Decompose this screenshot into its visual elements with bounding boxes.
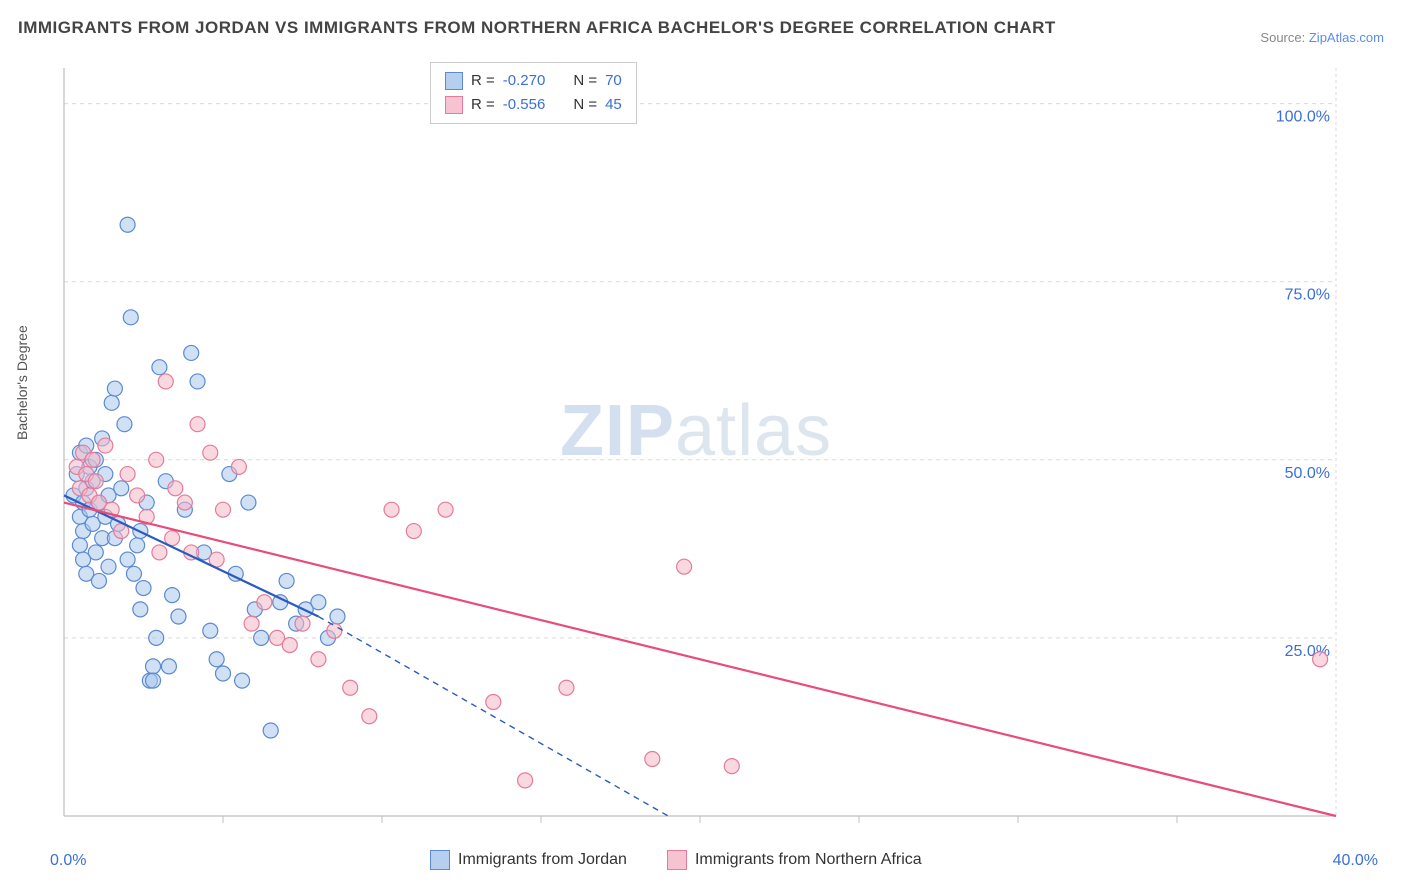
stats-row: R = -0.556 N = 45 — [445, 93, 622, 117]
legend-swatch-icon — [667, 850, 687, 870]
n-label: N = — [573, 69, 597, 93]
correlation-stats-box: R = -0.270 N = 70 R = -0.556 N = 45 — [430, 62, 637, 124]
n-value: 70 — [605, 69, 622, 93]
n-value: 45 — [605, 93, 622, 117]
series-swatch-icon — [445, 72, 463, 90]
svg-text:75.0%: 75.0% — [1285, 287, 1330, 304]
legend-swatch-icon — [430, 850, 450, 870]
r-label: R = — [471, 93, 495, 117]
source-link[interactable]: ZipAtlas.com — [1309, 30, 1384, 45]
series-legend: Immigrants from Jordan Immigrants from N… — [430, 850, 922, 870]
chart-title: IMMIGRANTS FROM JORDAN VS IMMIGRANTS FRO… — [18, 18, 1056, 38]
legend-label: Immigrants from Jordan — [458, 851, 627, 869]
r-label: R = — [471, 69, 495, 93]
x-axis-origin-label: 0.0% — [50, 852, 86, 870]
source-label: Source: — [1260, 30, 1305, 45]
y-axis-label: Bachelor's Degree — [14, 325, 30, 440]
legend-item: Immigrants from Jordan — [430, 850, 627, 870]
legend-item: Immigrants from Northern Africa — [667, 850, 922, 870]
x-axis-max-label: 40.0% — [1333, 852, 1378, 870]
chart-area: 25.0%50.0%75.0%100.0% — [48, 60, 1358, 830]
r-value: -0.270 — [503, 69, 546, 93]
svg-text:50.0%: 50.0% — [1285, 465, 1330, 482]
legend-label: Immigrants from Northern Africa — [695, 851, 922, 869]
svg-text:100.0%: 100.0% — [1276, 109, 1330, 126]
r-value: -0.556 — [503, 93, 546, 117]
series-swatch-icon — [445, 96, 463, 114]
n-label: N = — [573, 93, 597, 117]
scatter-chart: 25.0%50.0%75.0%100.0% — [48, 60, 1358, 830]
source-attribution: Source: ZipAtlas.com — [1260, 30, 1384, 45]
stats-row: R = -0.270 N = 70 — [445, 69, 622, 93]
